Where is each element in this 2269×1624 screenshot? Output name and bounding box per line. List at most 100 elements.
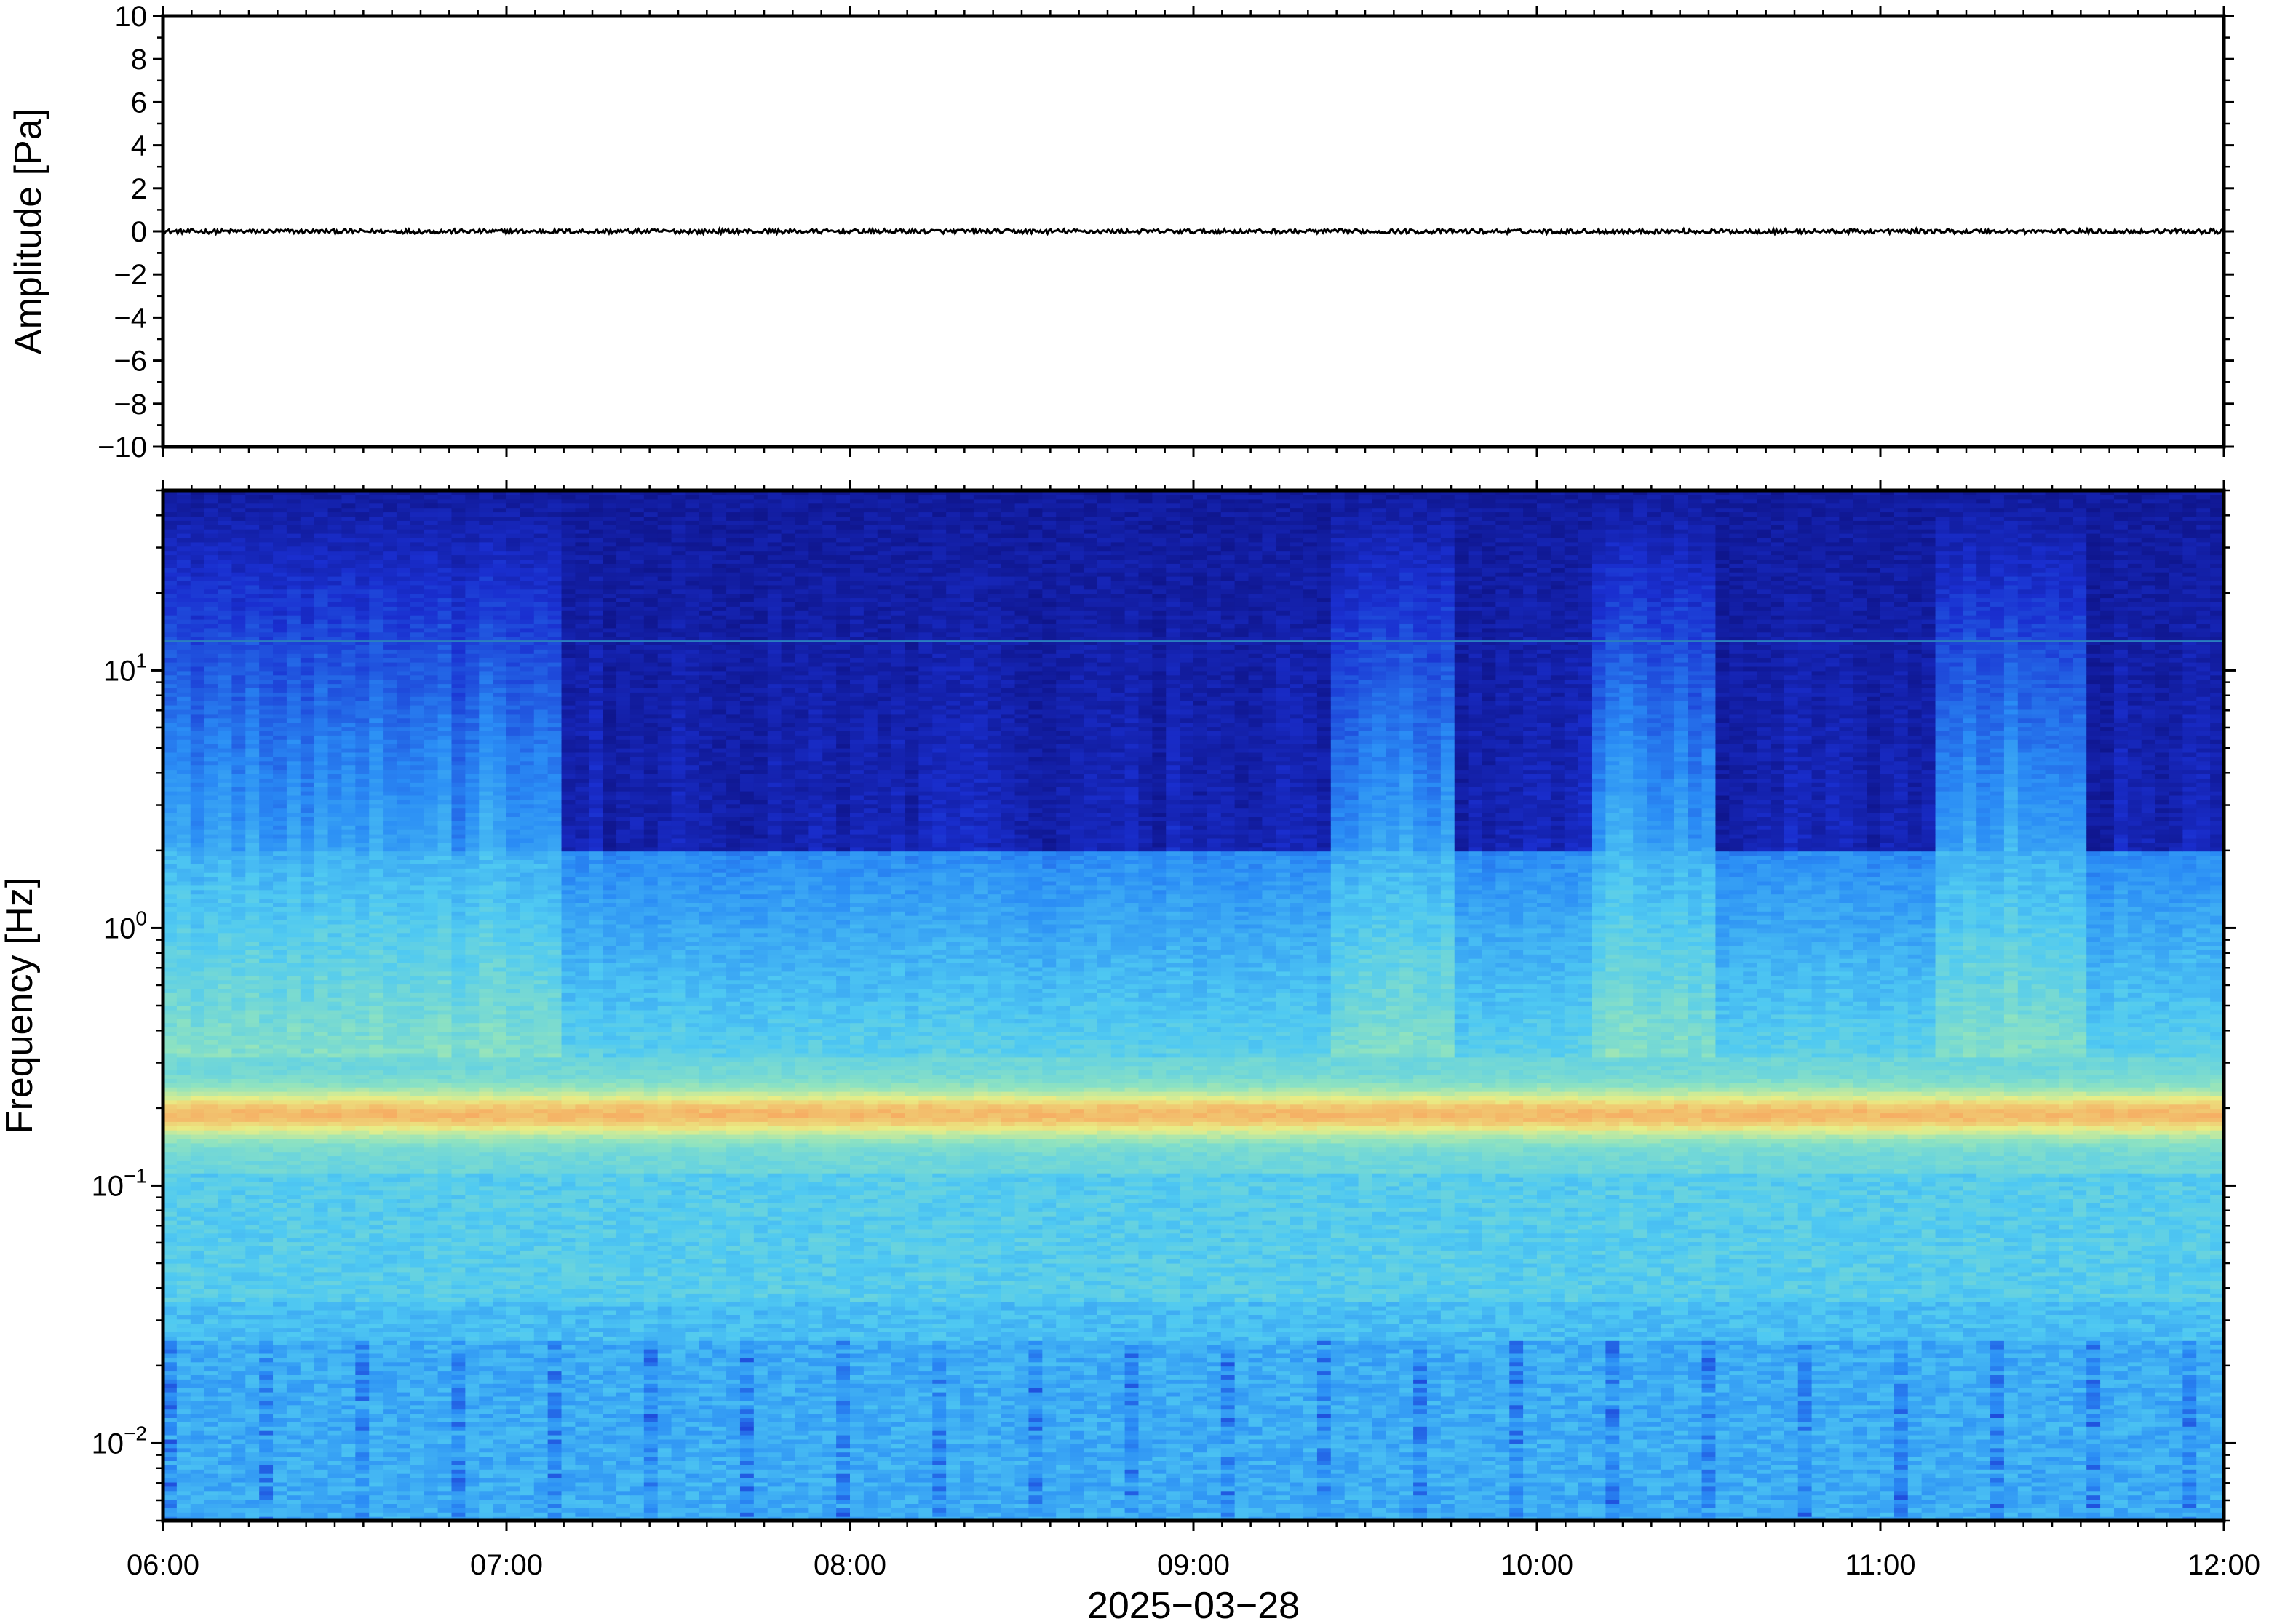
spectrogram-cell (1345, 1473, 1359, 1478)
spectrogram-cell (287, 1473, 301, 1478)
spectrogram-cell (1290, 1482, 1303, 1487)
spectrogram-cell (177, 1444, 191, 1449)
spectrogram-cell (960, 1460, 974, 1465)
spectrogram-cell (1647, 1503, 1661, 1508)
spectrogram-cell (506, 1478, 520, 1483)
spectrogram-cell (383, 1482, 397, 1487)
spectrogram-cell (808, 1469, 822, 1474)
spectrogram-cell (1097, 1482, 1111, 1487)
spectrogram-cell (218, 1503, 232, 1508)
spectrogram-cell (1193, 1396, 1207, 1401)
spectrogram-cell (726, 1478, 740, 1483)
spectrogram-cell (1551, 1439, 1565, 1444)
spectrogram-cell (1303, 1448, 1317, 1453)
spectrogram-cell (301, 1495, 314, 1500)
spectrogram-cell (397, 1473, 410, 1478)
spectrogram-cell (465, 1439, 479, 1444)
spectrogram-cell (163, 1396, 177, 1401)
spectrogram-cell (1936, 1392, 1950, 1397)
spectrogram-cell (988, 1444, 1001, 1449)
spectrogram-cell (1605, 1503, 1619, 1508)
spectrogram-cell (451, 1503, 465, 1508)
spectrogram-cell (644, 1452, 658, 1457)
spectrogram-cell (341, 1495, 355, 1500)
spectrogram-cell (548, 1495, 562, 1500)
spectrogram-cell (1345, 1503, 1359, 1508)
spectrogram-cell (328, 1405, 342, 1410)
spectrogram-cell (341, 1491, 355, 1496)
spectrogram-cell (1180, 1452, 1193, 1457)
spectrogram-cell (1674, 1414, 1688, 1419)
spectrogram-cell (1249, 1500, 1263, 1505)
spectrogram-cell (383, 1430, 397, 1436)
spectrogram-cell (685, 1495, 699, 1500)
spectrogram-cell (1125, 1465, 1139, 1470)
spectrogram-cell (2128, 1452, 2142, 1457)
spectrogram-cell (177, 1503, 191, 1508)
spectrogram-cell (1853, 1383, 1867, 1388)
spectrogram-cell (355, 1460, 369, 1465)
spectrogram-cell (974, 1448, 988, 1453)
spectrogram-cell (383, 1460, 397, 1465)
spectrogram-cell (301, 1435, 314, 1440)
spectrogram-cell (1386, 1383, 1399, 1388)
spectrogram-cell (1262, 1422, 1276, 1427)
spectrogram-cell (1125, 1444, 1139, 1449)
spectrogram-cell (1771, 1512, 1784, 1517)
spectrogram-cell (1936, 1435, 1950, 1440)
spectrogram-cell (231, 1500, 245, 1505)
spectrogram-cell (589, 1452, 603, 1457)
spectrogram-cell (1427, 1430, 1441, 1436)
spectrogram-cell (1605, 1491, 1619, 1496)
spectrogram-cell (1469, 1388, 1482, 1393)
spectrogram-cell (2114, 1512, 2128, 1517)
spectrogram-cell (1592, 1417, 1606, 1422)
spectrogram-cell (905, 1414, 919, 1419)
spectrogram-cell (2155, 1401, 2169, 1406)
spectrogram-cell (2142, 1503, 2155, 1508)
spectrogram-cell (1853, 1465, 1867, 1470)
spectrogram-cell (314, 1460, 328, 1465)
spectrogram-cell (177, 1422, 191, 1427)
spectrogram-cell (2059, 1448, 2073, 1453)
spectrogram-cell (1976, 1422, 1990, 1427)
spectrogram-cell (1221, 1465, 1235, 1470)
spectrogram-cell (191, 1417, 204, 1422)
spectrogram-cell (1262, 1491, 1276, 1496)
spectrogram-cell (1413, 1512, 1427, 1517)
spectrogram-cell (506, 1500, 520, 1505)
spectrogram-cell (712, 1495, 726, 1500)
spectrogram-cell (1249, 1491, 1263, 1496)
spectrogram-cell (1784, 1460, 1798, 1465)
spectrogram-cell (1262, 1430, 1276, 1436)
spectrogram-cell (1359, 1469, 1372, 1474)
spectrogram-cell (658, 1465, 672, 1470)
spectrogram-cell (850, 1392, 864, 1397)
spectrogram-cell (850, 1439, 864, 1444)
spectrogram-cell (1688, 1486, 1702, 1492)
spectrogram-cell (1784, 1417, 1798, 1422)
spectrogram-cell (795, 1388, 808, 1393)
spectrogram-cell (1359, 1383, 1372, 1388)
spectrogram-cell (1551, 1452, 1565, 1457)
waveform-y-tick-label: 6 (131, 87, 147, 119)
spectrogram-cell (314, 1401, 328, 1406)
spectrogram-cell (768, 1503, 782, 1508)
spectrogram-cell (1619, 1478, 1633, 1483)
spectrogram-cell (836, 1486, 850, 1492)
spectrogram-cell (2196, 1482, 2210, 1487)
spectrogram-cell (328, 1512, 342, 1517)
spectrogram-cell (1427, 1422, 1441, 1427)
spectrogram-cell (1715, 1460, 1729, 1465)
spectrogram-cell (1207, 1448, 1221, 1453)
spectrogram-cell (1578, 1469, 1592, 1474)
spectrogram-cell (451, 1401, 465, 1406)
spectrogram-cell (1372, 1388, 1386, 1393)
spectrogram-cell (1715, 1435, 1729, 1440)
spectrogram-cell (1936, 1500, 1950, 1505)
spectrogram-cell (795, 1439, 808, 1444)
spectrogram-cell (1537, 1512, 1551, 1517)
spectrogram-cell (1331, 1422, 1345, 1427)
spectrogram-cell (2196, 1422, 2210, 1427)
spectrogram-cell (644, 1469, 658, 1474)
